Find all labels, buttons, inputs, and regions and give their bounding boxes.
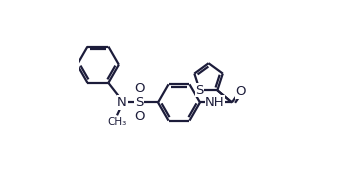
- Text: S: S: [195, 84, 204, 97]
- Text: NH: NH: [205, 96, 225, 109]
- Text: N: N: [117, 96, 127, 109]
- Text: O: O: [134, 110, 144, 123]
- Text: S: S: [135, 96, 143, 109]
- Text: O: O: [134, 82, 144, 95]
- Text: O: O: [236, 85, 246, 98]
- Text: CH₃: CH₃: [107, 117, 127, 127]
